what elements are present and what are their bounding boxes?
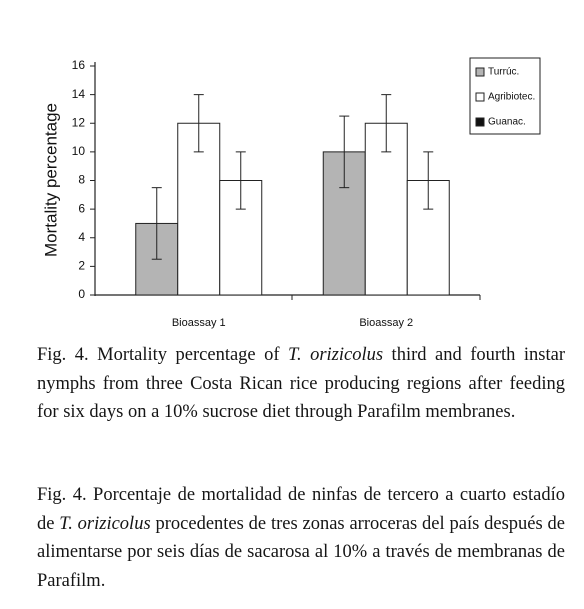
caption-spanish: Fig. 4. Porcentaje de mortalidad de ninf… [37,481,565,595]
y-tick-label: 16 [72,58,86,72]
x-tick-label: Bioassay 1 [172,317,226,329]
y-axis-label: Mortality percentage [41,103,60,257]
legend-swatch [475,92,485,102]
y-tick-label: 4 [78,230,85,244]
caption-text: Fig. 4. Mortality percentage of [37,345,289,365]
legend-label: Turrúc. [488,67,519,78]
caption-text: Fig. 4. Porcentaje de mortalidad de ninf… [37,485,565,534]
y-tick-label: 6 [78,201,85,215]
y-tick-label: 0 [78,287,85,301]
error-bar [235,151,246,210]
x-tick-label: Bioassay 2 [359,317,413,329]
legend-label: Agribiotec. [488,92,535,103]
y-tick-label: 2 [78,259,85,273]
legend-label: Guanac. [488,117,526,128]
caption-species: T. orizicolus [288,345,384,365]
caption-english: Fig. 4. Mortality percentage of T. orizi… [37,341,565,427]
error-bar [339,115,350,189]
error-bar [151,187,162,260]
y-tick-label: 12 [72,115,86,129]
error-bar [423,151,434,210]
caption-species: T. orizicolus [59,513,151,534]
y-tick-label: 8 [78,173,85,187]
legend-swatch [475,117,485,127]
bar [177,122,221,296]
error-bar [193,94,204,153]
error-bar [381,94,392,153]
legend-swatch [475,67,485,77]
caption-text: procedentes de tres zonas arroceras del … [37,513,565,591]
y-tick-label: 10 [72,144,86,158]
y-tick-label: 14 [72,87,86,101]
chart: Mortality percentage 0 2 4 6 8 10 12 14 16 Bioass… [41,57,541,329]
caption-text: third and fourth instar nymphs from thre… [37,345,565,422]
